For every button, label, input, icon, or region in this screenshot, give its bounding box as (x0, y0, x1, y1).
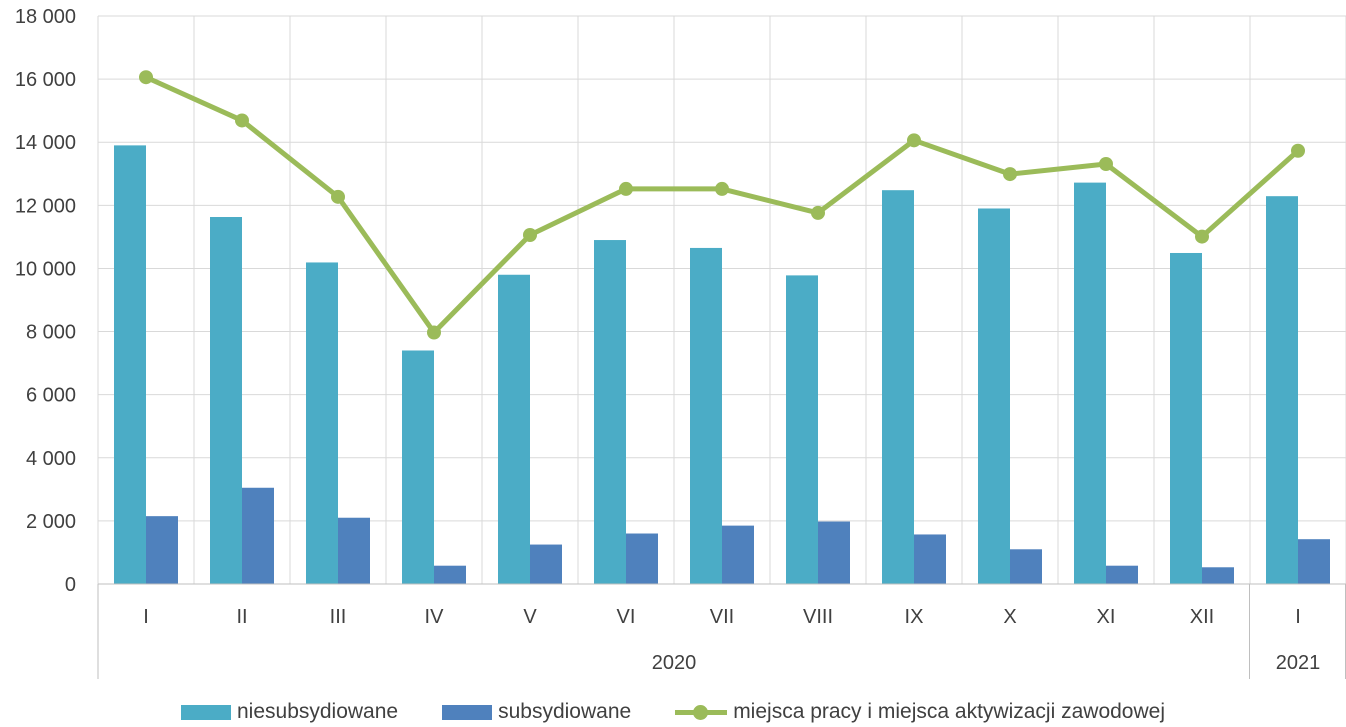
line-point (1003, 167, 1017, 182)
x-group-label: 2021 (1276, 652, 1321, 674)
bar-niesubsydiowane (306, 262, 338, 584)
line-point (811, 205, 825, 220)
x-tick-label: II (236, 606, 247, 628)
y-tick-label: 12 000 (15, 195, 76, 217)
y-tick-label: 10 000 (15, 258, 76, 280)
bar-niesubsydiowane (210, 217, 242, 584)
bar-niesubsydiowane (114, 145, 146, 584)
legend-swatch-subsydiowane (442, 704, 493, 720)
y-tick-label: 14 000 (15, 132, 76, 154)
line-point (619, 181, 633, 196)
y-tick-label: 6 000 (26, 385, 76, 407)
y-tick-label: 8 000 (26, 322, 76, 344)
y-tick-label: 18 000 (15, 6, 76, 28)
bar-niesubsydiowane (978, 208, 1010, 584)
legend-item-miejsca-pracy: miejsca pracy i miejsca aktywizacji zawo… (675, 700, 1165, 724)
legend-item-subsydiowane: subsydiowane (442, 700, 631, 724)
legend-label-miejsca-pracy: miejsca pracy i miejsca aktywizacji zawo… (733, 700, 1165, 723)
line-point (715, 181, 729, 196)
legend: niesubsydiowane subsydiowane miejsca pra… (0, 697, 1346, 727)
bar-subsydiowane (434, 565, 466, 584)
bar-subsydiowane (818, 521, 850, 584)
x-tick-label: VI (617, 606, 636, 628)
line-point (1099, 156, 1113, 171)
bar-niesubsydiowane (1170, 252, 1202, 584)
legend-item-niesubsydiowane: niesubsydiowane (180, 700, 399, 724)
legend-label-niesubsydiowane: niesubsydiowane (236, 700, 399, 723)
bar-subsydiowane (1298, 539, 1330, 584)
x-tick-label: IV (425, 606, 445, 628)
line-point (427, 325, 441, 340)
bar-niesubsydiowane (1266, 196, 1298, 584)
legend-swatch-niesubsydiowane (180, 704, 231, 720)
x-tick-label: XII (1190, 606, 1214, 628)
bar-niesubsydiowane (498, 274, 530, 584)
legend-label-subsydiowane: subsydiowane (498, 700, 632, 723)
bar-niesubsydiowane (402, 350, 434, 584)
gridlines (97, 15, 1346, 584)
axes: 0 2 000 4 000 6 000 8 000 10 000 12 000 14 000 1… (15, 6, 1346, 679)
x-tick-label: V (523, 606, 537, 628)
x-tick-label: I (1295, 606, 1301, 628)
bars (114, 145, 1330, 585)
x-tick-label: VII (710, 606, 734, 628)
legend-swatch-line (675, 704, 728, 720)
bar-subsydiowane (722, 525, 754, 584)
bar-subsydiowane (914, 534, 946, 584)
y-tick-label: 0 (65, 574, 76, 596)
line-point (331, 189, 345, 204)
bar-subsydiowane (242, 487, 274, 584)
y-tick-label: 2 000 (26, 511, 76, 533)
bar-subsydiowane (626, 533, 658, 584)
line-point (1195, 229, 1209, 244)
x-tick-label: IX (905, 606, 924, 628)
bar-niesubsydiowane (786, 275, 818, 584)
line-series (139, 70, 1305, 340)
x-tick-label: VIII (803, 606, 833, 628)
x-tick-label: I (143, 606, 149, 628)
bar-subsydiowane (1106, 565, 1138, 584)
bar-niesubsydiowane (594, 240, 626, 585)
line-point (1291, 143, 1305, 158)
line-point (523, 227, 537, 242)
bar-subsydiowane (146, 516, 178, 584)
bar-niesubsydiowane (690, 247, 722, 584)
x-tick-label: XI (1097, 606, 1116, 628)
bar-subsydiowane (530, 544, 562, 584)
x-tick-label: III (330, 606, 347, 628)
bar-niesubsydiowane (1074, 182, 1106, 584)
y-tick-label: 4 000 (26, 448, 76, 470)
bar-subsydiowane (1202, 567, 1234, 584)
bar-subsydiowane (1010, 549, 1042, 584)
bar-niesubsydiowane (882, 190, 914, 585)
x-tick-label: X (1003, 606, 1016, 628)
line-point (235, 113, 249, 128)
x-group-label: 2020 (652, 652, 697, 674)
y-tick-label: 16 000 (15, 69, 76, 91)
line-point (139, 70, 153, 85)
bar-subsydiowane (338, 517, 370, 584)
chart-svg: 0 2 000 4 000 6 000 8 000 10 000 12 000 14 000 1… (15, 6, 1346, 679)
line-point (907, 133, 921, 148)
